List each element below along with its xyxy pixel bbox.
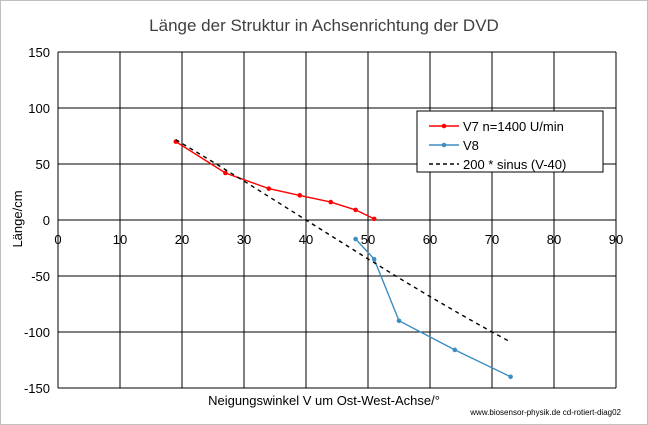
- y-tick-label: -100: [24, 325, 50, 340]
- y-axis-title: Länge/cm: [10, 190, 25, 247]
- legend: V7 n=1400 U/min V8 200 * sinus (V-40): [416, 110, 604, 173]
- y-tick-label: 150: [28, 45, 50, 60]
- credit-text: www.biosensor-physik.de cd-rotiert-diag0…: [469, 408, 621, 417]
- x-tick-label: 60: [423, 232, 437, 247]
- y-tick-label: 0: [43, 213, 50, 228]
- data-point: [353, 236, 358, 242]
- x-tick-label: 40: [299, 232, 313, 247]
- grid: [57, 51, 617, 389]
- x-tick-label: 80: [547, 232, 561, 247]
- series-1: [173, 139, 377, 222]
- data-point: [223, 170, 228, 176]
- data-point: [396, 318, 402, 324]
- data-point: [328, 199, 334, 205]
- legend-label: V8: [463, 138, 479, 153]
- y-tick-label: -150: [24, 381, 50, 396]
- x-tick-label: 90: [609, 232, 623, 247]
- x-tick-label: 70: [485, 232, 499, 247]
- legend-marker: [441, 142, 447, 148]
- data-point: [353, 207, 358, 213]
- series-line: [175, 141, 375, 220]
- x-axis-title: Neigungswinkel V um Ost-West-Achse/°: [208, 393, 440, 408]
- x-tick-label: 10: [113, 232, 127, 247]
- legend-label: 200 * sinus (V-40): [463, 157, 566, 172]
- y-tick-label: 100: [28, 101, 50, 116]
- data-point: [266, 186, 272, 191]
- y-tick-label: -50: [31, 269, 50, 284]
- series-2: [353, 236, 513, 380]
- tick-labels: 0 10 20 30 40 50 60 70 80 90 150 100 50 0 -50 -100 -150: [24, 45, 623, 396]
- x-tick-label: 0: [54, 232, 61, 247]
- legend-marker: [441, 123, 447, 129]
- x-tick-label: 20: [175, 232, 189, 247]
- data-point: [371, 256, 377, 262]
- legend-label: V7 n=1400 U/min: [463, 119, 564, 134]
- y-tick-label: 50: [36, 157, 50, 172]
- series-line: [355, 238, 511, 378]
- legend-entry: V7 n=1400 U/min: [429, 119, 564, 134]
- legend-entry: 200 * sinus (V-40): [429, 157, 566, 172]
- data-point: [452, 347, 458, 353]
- chart-title: Länge der Struktur in Achsenrichtung der…: [149, 16, 499, 35]
- series: [173, 139, 513, 380]
- x-tick-label: 50: [361, 232, 375, 247]
- data-point: [371, 216, 377, 222]
- series-3: [175, 139, 511, 343]
- legend-entry: V8: [429, 138, 479, 153]
- data-point: [297, 193, 303, 198]
- data-point: [508, 374, 513, 380]
- series-line: [175, 139, 511, 343]
- legend-box: [416, 110, 604, 173]
- x-tick-label: 30: [237, 232, 251, 247]
